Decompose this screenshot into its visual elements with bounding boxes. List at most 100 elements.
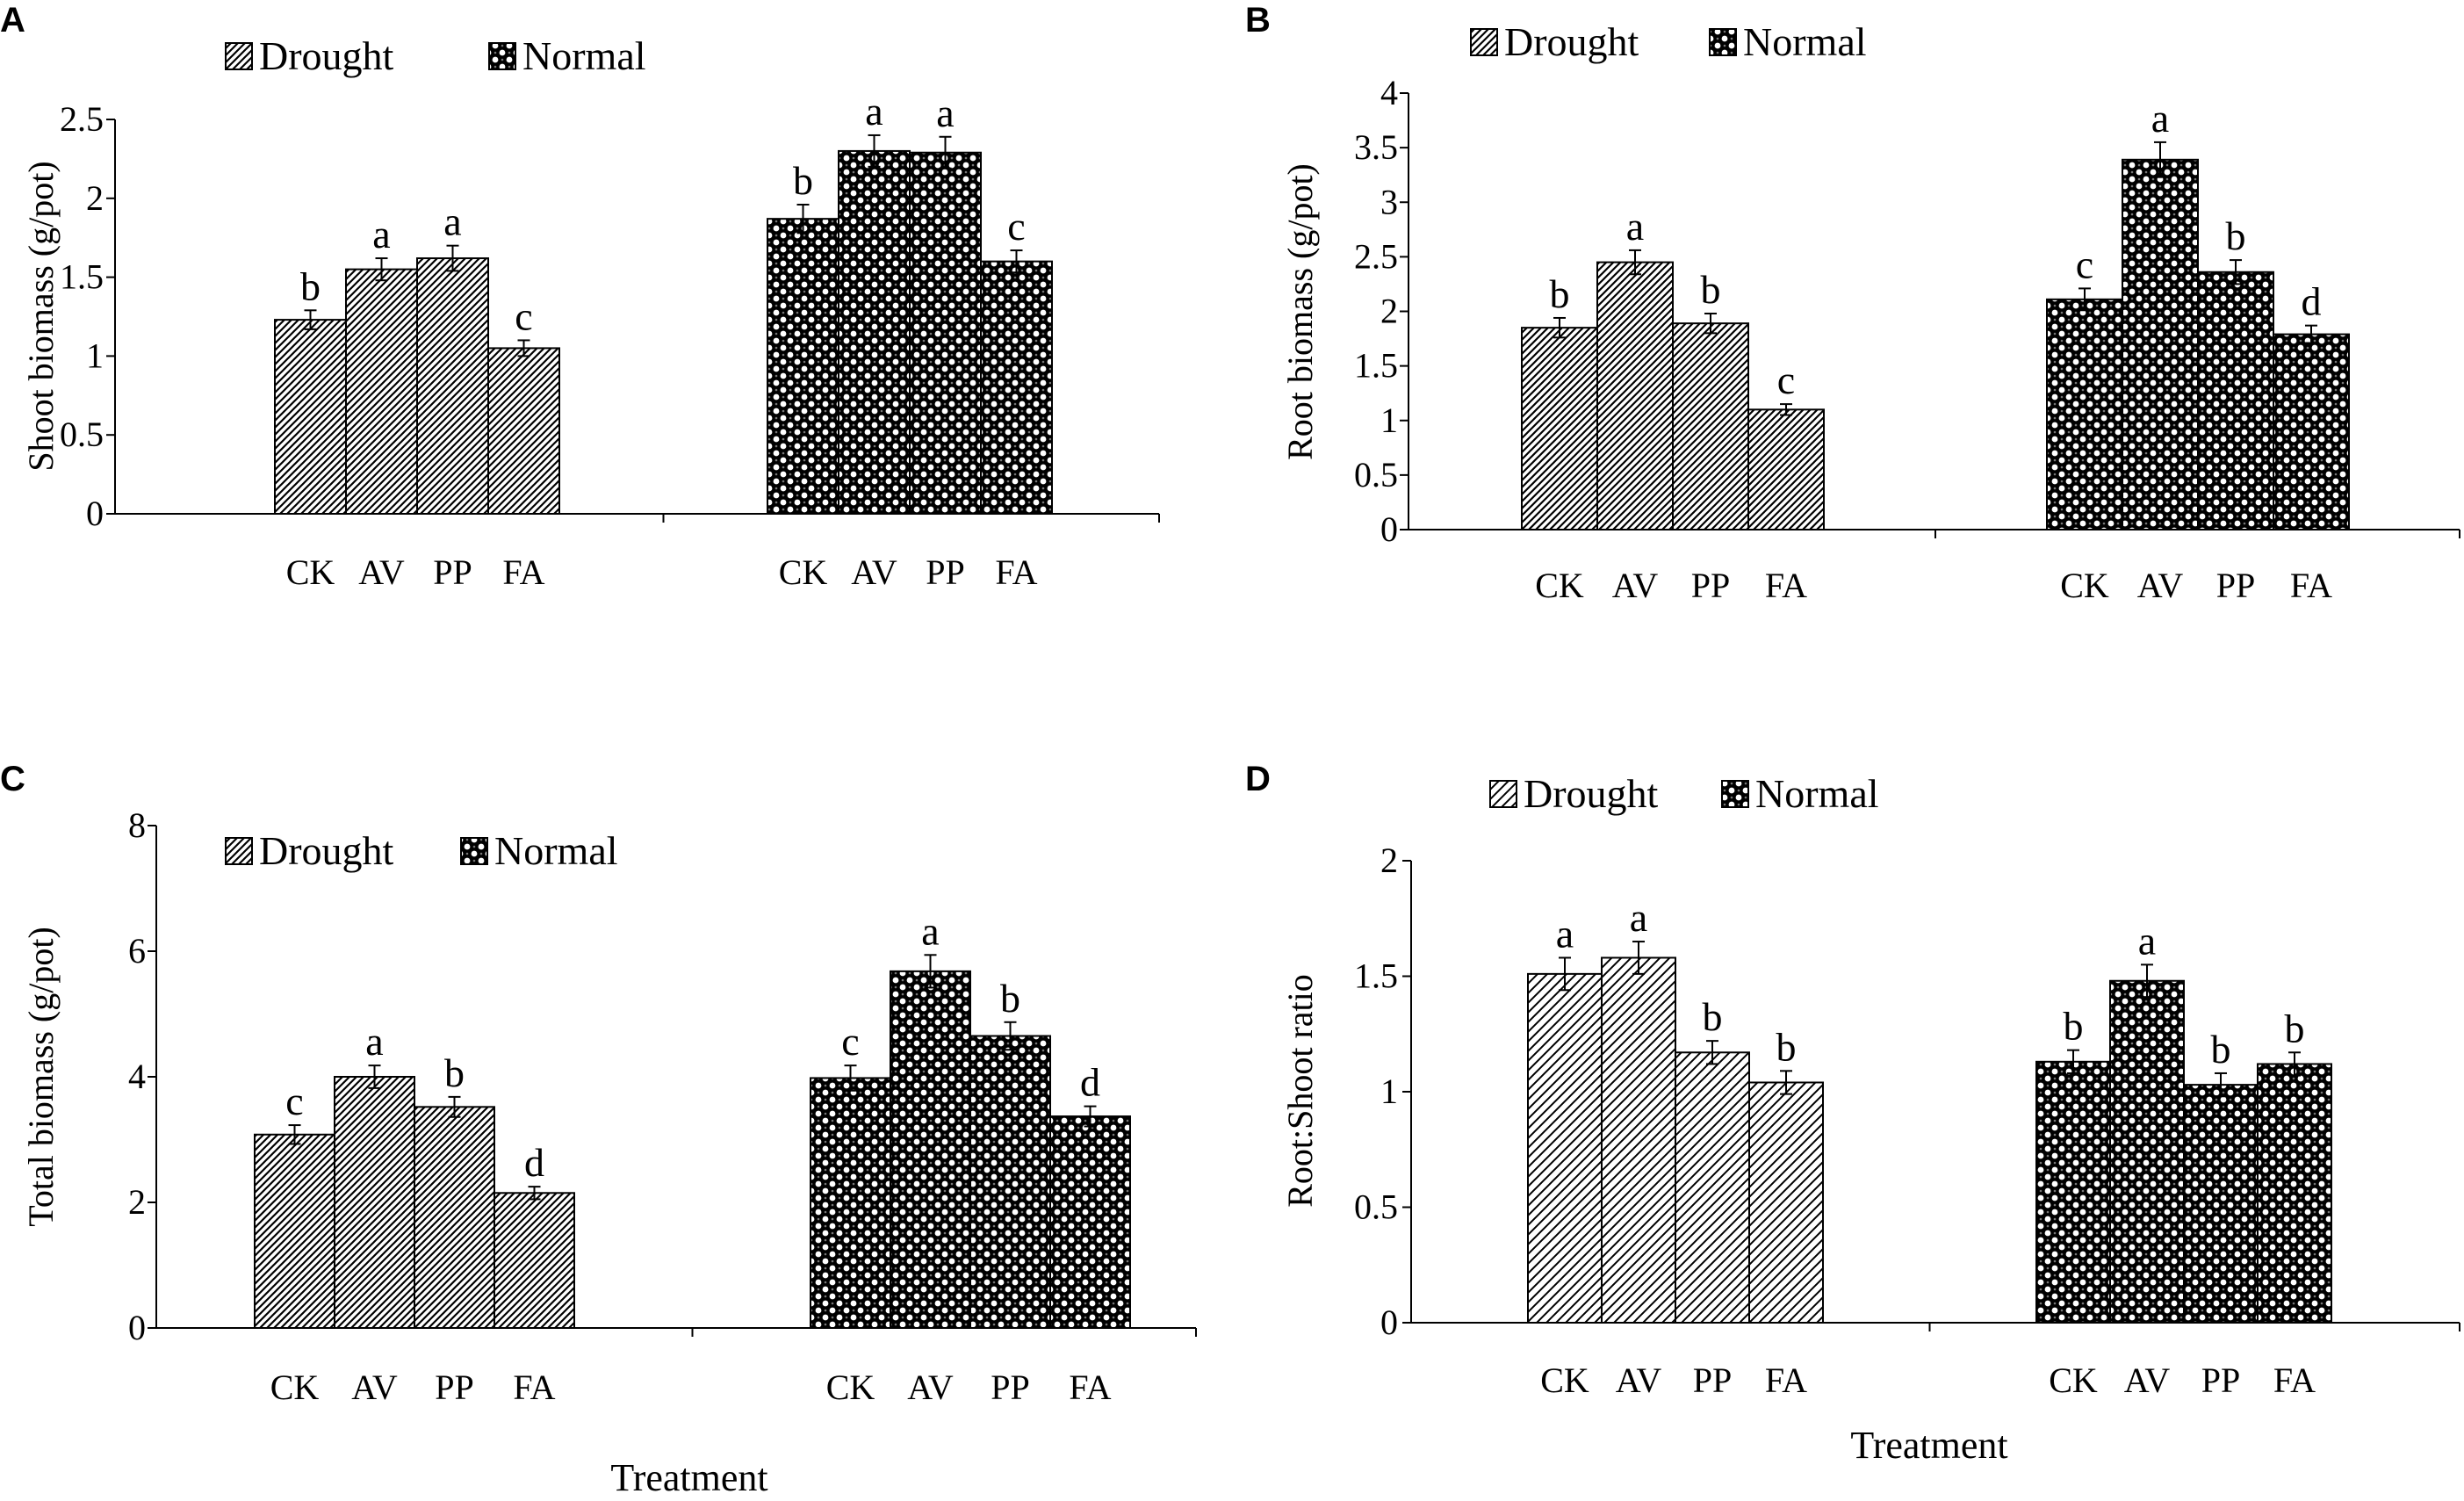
y-axis-label: Shoot biomass (g/pot) [21,161,61,471]
y-tick-label: 2 [128,1182,146,1222]
significance-letter: b [793,158,813,203]
y-tick-label: 0.5 [1354,1187,1398,1227]
y-tick-label: 3 [1380,182,1398,221]
y-tick-label: 2.5 [1354,236,1398,276]
bar-drought-ck [274,319,347,516]
significance-letter: b [1776,1024,1797,1069]
legend: Drought Normal [1470,19,1867,64]
significance-letter: a [443,199,461,244]
bar-drought-av [345,268,418,515]
x-category-label: FA [2273,1360,2316,1400]
x-category-label: CK [826,1367,875,1407]
x-category-label: AV [358,552,405,592]
bar-drought-av [1596,261,1674,530]
legend-swatch-drought [1489,780,1517,808]
x-category-label: FA [1765,566,1807,605]
bar-normal-pp [909,151,982,515]
x-category-label: AV [907,1367,954,1407]
legend-swatch-normal [1709,28,1737,56]
y-tick-label: 3.5 [1354,127,1398,167]
panel-a: A 0 0.5 1 1.5 2 2.5 Shoot biomass (g/pot) b CK a AV… [0,1,1160,592]
bar-normal-av [2122,158,2199,530]
x-category-label: FA [995,552,1037,592]
significance-letter: a [1556,911,1574,956]
x-category-label: PP [1691,566,1731,605]
legend-label-drought: Drought [1504,19,1639,64]
y-axis-label: Root:Shoot ratio [1280,974,1320,1208]
bar-drought-fa [494,1192,575,1330]
x-category-label: CK [270,1367,320,1407]
significance-letter: a [921,908,939,953]
significance-letter: a [365,1019,383,1064]
x-category-label: CK [1540,1360,1589,1400]
significance-letter: d [524,1140,544,1185]
panel-c: C 0 2 4 6 8 Total biomass (g/pot) c CK a AV b PP d FA c… [0,760,1197,1499]
y-tick-label: 1.5 [1354,346,1398,386]
bar-drought-pp [1675,1051,1750,1324]
y-tick-label: 0.5 [60,415,104,454]
significance-letter: b [2064,1004,2084,1049]
legend-swatch-drought [1470,28,1498,56]
y-tick-label: 0 [128,1308,146,1347]
significance-letter: b [2226,213,2246,258]
x-axis-label: Treatment [610,1456,767,1499]
x-category-label: PP [435,1367,474,1407]
x-category-label: AV [2137,566,2184,605]
y-tick-label: 2 [86,178,104,218]
legend-swatch-drought [225,42,253,70]
panel-letter: B [1245,1,1271,40]
bar-normal-pp [2197,271,2274,530]
y-tick-label: 1.5 [60,257,104,297]
significance-letter: d [1080,1060,1100,1105]
y-axis-label: Root biomass (g/pot) [1280,163,1320,460]
legend-label-drought: Drought [259,33,394,78]
y-tick-label: 6 [128,931,146,971]
significance-letter: b [2285,1006,2305,1050]
x-category-label: FA [502,552,544,592]
bar-drought-ck [1527,972,1603,1324]
y-tick-label: 1.5 [1354,956,1398,996]
legend-swatch-normal [460,837,488,865]
x-category-label: CK [286,552,335,592]
significance-letter: b [444,1050,465,1095]
x-category-label: PP [926,552,965,592]
legend-label-normal: Normal [522,33,646,78]
bar-normal-ck [767,218,839,515]
x-category-label: CK [1535,566,1584,605]
significance-letter: b [2211,1027,2231,1072]
bar-normal-ck [810,1077,891,1330]
x-category-label: FA [1765,1360,1807,1400]
legend-label-normal: Normal [1755,771,1879,816]
x-category-label: CK [2049,1360,2098,1400]
legend-swatch-drought [225,837,253,865]
significance-letter: b [1550,271,1570,316]
bar-drought-pp [1672,322,1749,531]
x-category-label: PP [1693,1360,1733,1400]
bar-drought-fa [1747,408,1825,531]
significance-letter: b [1000,976,1020,1021]
bar-drought-ck [1521,327,1598,531]
x-category-label: PP [991,1367,1030,1407]
x-category-label: CK [779,552,828,592]
significance-letter: a [372,212,390,256]
significance-letter: b [1701,267,1721,312]
y-tick-label: 1 [86,336,104,375]
significance-letter: c [1777,357,1795,402]
bar-normal-fa [1049,1115,1131,1330]
legend-label-normal: Normal [1743,19,1867,64]
x-category-label: PP [2201,1360,2241,1400]
panel-letter: A [0,1,25,40]
x-category-label: AV [2124,1360,2171,1400]
y-tick-label: 0.5 [1354,455,1398,494]
legend: Drought Normal [1489,771,1879,816]
significance-letter: a [1626,204,1644,249]
x-category-label: AV [851,552,897,592]
bar-normal-av [838,149,911,515]
y-tick-label: 4 [1380,73,1398,112]
panel-letter: D [1245,760,1271,798]
legend-label-drought: Drought [259,828,394,873]
bar-drought-pp [414,1106,495,1329]
bar-normal-av [890,970,971,1329]
y-tick-label: 0 [1380,1303,1398,1342]
